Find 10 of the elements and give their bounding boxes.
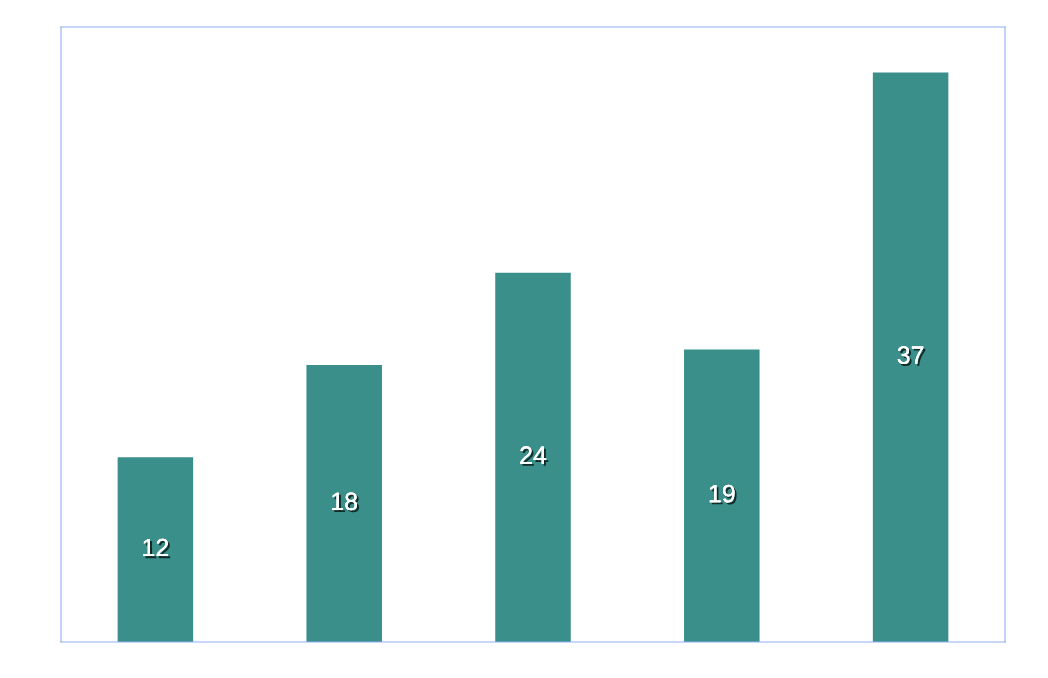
bar [306, 364, 382, 642]
bar [495, 272, 571, 642]
data-label: 24 [520, 446, 549, 466]
data-label: 18 [332, 492, 360, 513]
bar [117, 457, 194, 642]
bar [872, 72, 949, 642]
bar [684, 349, 760, 642]
data-label: 19 [709, 484, 737, 505]
data-label: 37 [897, 346, 926, 367]
data-label: 12 [143, 538, 171, 559]
